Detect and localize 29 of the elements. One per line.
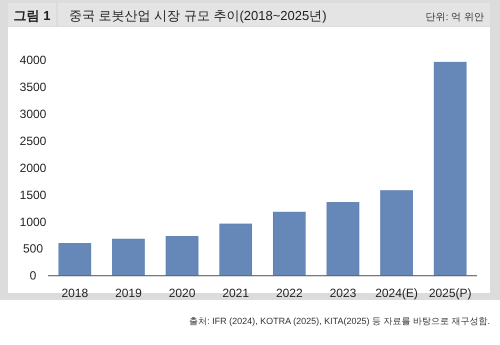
bar	[112, 238, 145, 276]
bar	[380, 190, 413, 276]
y-tick-label: 500	[22, 242, 44, 256]
x-tick-label: 2022	[276, 286, 303, 300]
y-tick-label: 1500	[20, 188, 47, 202]
y-tick-label: 0	[30, 268, 37, 283]
y-tick-label: 1000	[20, 214, 47, 229]
y-tick-label: 3500	[20, 80, 47, 94]
y-tick-label: 2000	[20, 160, 47, 175]
bar	[272, 212, 306, 276]
title: 중국 로봇산업 시장 규모 추이(2018~2025년)	[69, 8, 327, 23]
x-tick-label: 2024(E)	[375, 286, 418, 300]
y-tick-label: 4000	[20, 53, 47, 67]
x-tick-label: 2021	[222, 286, 250, 300]
x-tick-label: 2023	[330, 286, 357, 300]
ylabel: 단위: 억 위안	[426, 12, 484, 23]
bar	[326, 202, 360, 276]
x-tick-label: 2020	[168, 286, 196, 300]
y-tick-label: 2500	[20, 134, 47, 148]
figure-label: 그림 1	[14, 8, 50, 23]
bar	[58, 243, 92, 276]
bar	[219, 224, 252, 276]
bar	[434, 62, 467, 276]
source: 출처: IFR (2024), KOTRA (2025), KITA(2025) 등 자료를 바탕으로 재구성함.	[189, 316, 490, 326]
x-tick-label: 2019	[115, 286, 142, 300]
x-tick-label: 2018	[61, 286, 88, 300]
x-tick-label: 2025(P)	[428, 286, 472, 300]
y-tick-label: 3000	[20, 106, 47, 121]
bar	[166, 236, 198, 276]
